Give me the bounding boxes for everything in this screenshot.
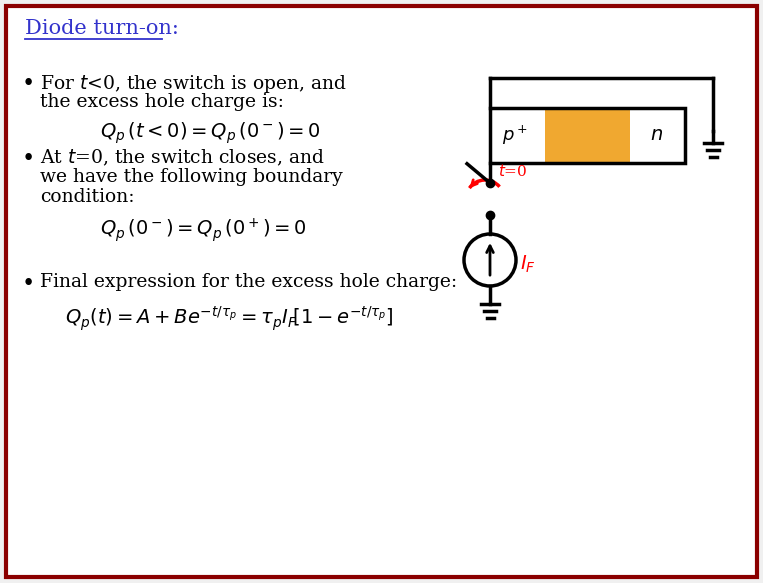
Text: $Q_p\,(t < 0) = Q_p\,(0^-) = 0$: $Q_p\,(t < 0) = Q_p\,(0^-) = 0$ [100, 121, 320, 146]
Text: •: • [22, 273, 35, 295]
Text: Diode turn-on:: Diode turn-on: [25, 19, 179, 38]
FancyBboxPatch shape [6, 6, 757, 577]
Text: we have the following boundary: we have the following boundary [40, 168, 343, 186]
Text: At $t$=0, the switch closes, and: At $t$=0, the switch closes, and [40, 148, 325, 168]
Text: $t$=0: $t$=0 [498, 163, 527, 179]
Text: $Q_p(t) = A + Be^{-t/\tau_p} = \tau_p I_F\!\left[1 - e^{-t/\tau_p}\right]$: $Q_p(t) = A + Be^{-t/\tau_p} = \tau_p I_… [65, 305, 394, 333]
Text: condition:: condition: [40, 188, 134, 206]
Text: $I_F$: $I_F$ [520, 254, 536, 275]
Bar [490, 108, 685, 163]
Bar [490, 108, 685, 163]
Text: •: • [22, 73, 35, 95]
Text: Final expression for the excess hole charge:: Final expression for the excess hole cha… [40, 273, 457, 291]
Text: •: • [22, 148, 35, 170]
Text: the excess hole charge is:: the excess hole charge is: [40, 93, 284, 111]
Text: $n$: $n$ [650, 127, 663, 145]
Text: $p^+$: $p^+$ [502, 124, 528, 147]
Text: $Q_p\,(0^-) = Q_p\,(0^+) = 0$: $Q_p\,(0^-) = Q_p\,(0^+) = 0$ [100, 216, 307, 244]
Bar [545, 108, 630, 163]
Text: For $t$<0, the switch is open, and: For $t$<0, the switch is open, and [40, 73, 347, 95]
